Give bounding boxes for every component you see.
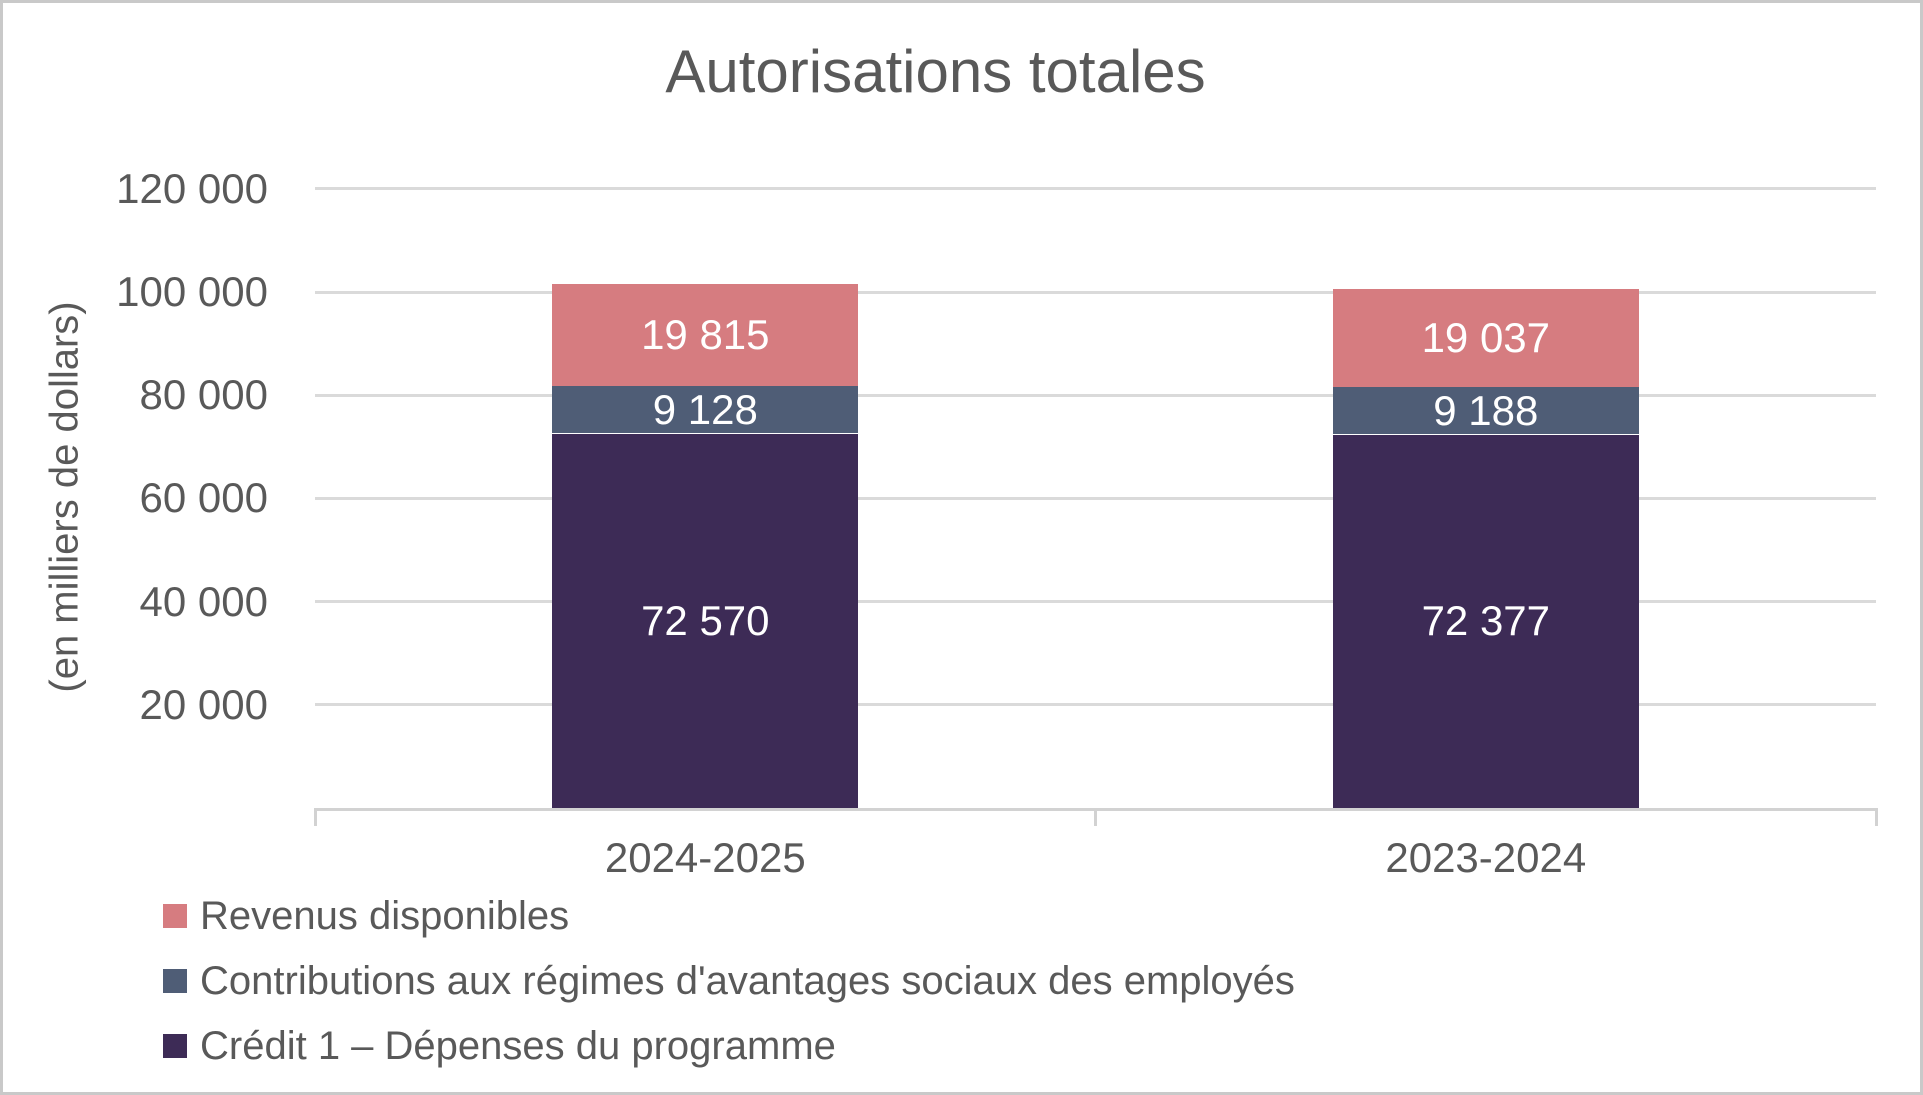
- x-axis-category-label: 2024-2025: [604, 834, 806, 881]
- legend-item: Crédit 1 – Dépenses du programme: [163, 1024, 1295, 1068]
- legend-swatch-icon: [163, 904, 187, 928]
- y-axis-tick-label: 120 000: [116, 164, 268, 212]
- gridline: [315, 393, 1876, 397]
- plot-area: 20 000 40 000 60 000 80 000 100 000 120 000 72…: [3, 3, 1920, 1092]
- legend-item: Revenus disponibles: [163, 894, 1295, 938]
- gridline: [315, 703, 1876, 707]
- gridline: [315, 496, 1876, 500]
- legend-swatch-icon: [163, 969, 187, 993]
- x-axis-category-label: 2023-2024: [1385, 834, 1587, 881]
- legend-item: Contributions aux régimes d'avantages so…: [163, 959, 1295, 1003]
- x-axis-tick: [1874, 808, 1878, 826]
- y-axis-tick-label: 100 000: [116, 268, 268, 315]
- y-axis-tick-label: 80 000: [139, 371, 268, 419]
- legend: Revenus disponibles Contributions aux rég…: [163, 894, 1295, 1089]
- legend-label: Revenus disponibles: [200, 893, 570, 938]
- x-axis-tick: [1094, 808, 1097, 826]
- gridline: [315, 600, 1876, 604]
- bar-segment-value: 9 188: [1433, 386, 1539, 434]
- legend-label: Contributions aux régimes d'avantages so…: [200, 958, 1295, 1003]
- y-axis-tick-label: 20 000: [139, 680, 268, 728]
- y-axis-tick-label: 60 000: [139, 474, 268, 522]
- y-axis-tick-label: 40 000: [139, 577, 268, 625]
- x-axis-tick: [313, 808, 317, 826]
- bar-segment-value: 19 037: [1421, 313, 1551, 361]
- bar-segment: 9 128: [552, 385, 859, 434]
- bar-segment: 9 188: [1332, 386, 1639, 435]
- gridline: [315, 187, 1876, 191]
- legend-label: Crédit 1 – Dépenses du programme: [200, 1023, 836, 1068]
- gridline: [315, 290, 1876, 294]
- chart-title: Autorisations totales: [665, 38, 1206, 105]
- bar-segment-value: 19 815: [641, 311, 770, 359]
- bar-segment: 19 037: [1332, 288, 1639, 388]
- bar-segment: 19 815: [552, 284, 859, 387]
- bar-segment-value: 72 570: [641, 596, 770, 644]
- legend-swatch-icon: [163, 1034, 187, 1058]
- bar-segment-value: 72 377: [1421, 597, 1551, 645]
- bar-segment: 72 377: [1332, 434, 1639, 808]
- bar-segment-value: 9 128: [652, 385, 758, 433]
- bar-segment: 72 570: [552, 433, 859, 808]
